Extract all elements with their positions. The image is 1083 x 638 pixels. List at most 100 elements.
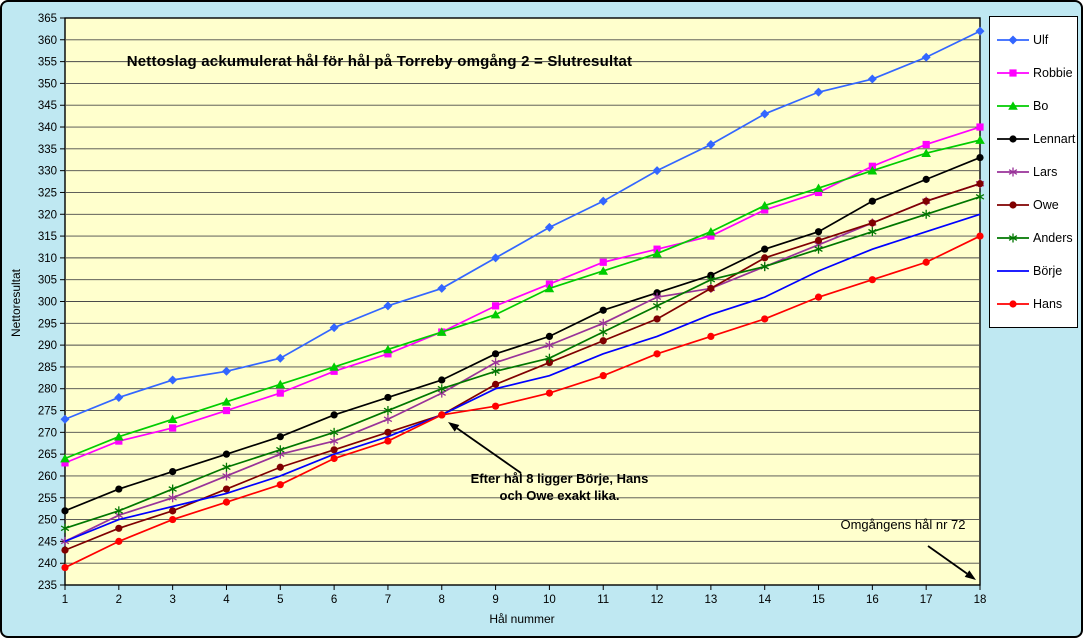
annotation-hole-72: Omgångens hål nr 72 [840, 517, 966, 532]
data-point-marker [921, 148, 931, 158]
data-point-marker [330, 454, 338, 463]
data-point-marker [221, 397, 232, 406]
x-tick-label: 4 [223, 594, 230, 606]
series-owe [61, 180, 984, 554]
data-point-marker [545, 332, 554, 340]
data-point-marker [814, 244, 823, 254]
data-point-marker [491, 302, 500, 310]
data-point-marker [275, 379, 286, 389]
legend: Ulf Robbie Bo Lennart Lars Owe Anders Börje Hans [989, 16, 1078, 328]
y-tick-label: 255 [38, 493, 57, 505]
data-point-marker [491, 380, 500, 388]
data-point-marker [276, 389, 284, 397]
data-point-marker [168, 484, 177, 494]
y-tick-label: 340 [38, 122, 57, 134]
data-point-marker [168, 493, 177, 503]
data-point-marker [491, 358, 500, 368]
legend-label: Ulf [1033, 32, 1049, 47]
x-tick-label: 14 [758, 594, 771, 606]
annotation-hole8-tie: Efter hål 8 ligger Börje, Hans och Owe e… [402, 470, 717, 504]
series-hans [61, 232, 984, 572]
data-point-marker [599, 258, 607, 266]
x-tick-label: 2 [116, 594, 122, 606]
x-tick-label: 12 [651, 594, 664, 606]
data-point-marker [975, 26, 985, 36]
data-point-marker [868, 227, 877, 237]
data-point-marker [115, 537, 123, 545]
legend-label: Börje [1033, 264, 1063, 279]
data-point-marker [491, 402, 500, 410]
legend-item-anders: Anders [996, 231, 1077, 245]
data-point-marker [598, 266, 609, 275]
data-point-marker [761, 254, 769, 262]
legend-key-square-icon [997, 69, 1029, 77]
y-tick-label: 270 [38, 427, 57, 439]
annotation-arrow-line [456, 427, 522, 474]
legend-label: Anders [1033, 231, 1073, 246]
data-point-marker [761, 206, 769, 214]
series-ulf [60, 26, 985, 424]
y-tick-label: 350 [38, 78, 57, 90]
data-point-marker [706, 275, 716, 285]
y-tick-label: 300 [38, 297, 57, 309]
data-point-marker [599, 337, 607, 345]
x-tick-label: 9 [492, 594, 498, 606]
legend-key-diamond-icon [997, 35, 1029, 45]
data-point-marker [169, 507, 177, 515]
data-point-marker [329, 323, 339, 333]
data-point-marker [707, 284, 715, 293]
series-line [64, 139, 981, 460]
legend-key-circle-icon [997, 201, 1029, 209]
data-point-marker [653, 315, 661, 323]
data-point-marker [652, 292, 662, 302]
legend-label: Lars [1033, 164, 1058, 179]
data-point-marker [1008, 233, 1018, 243]
data-point-marker [330, 446, 338, 454]
data-point-marker [599, 306, 607, 314]
data-point-marker [222, 462, 231, 472]
y-tick-label: 305 [38, 275, 57, 287]
data-point-marker [922, 175, 930, 183]
data-point-marker [976, 180, 984, 188]
y-tick-label: 295 [38, 318, 57, 330]
data-point-marker [759, 200, 770, 210]
y-tick-label: 365 [38, 13, 57, 25]
x-tick-label: 11 [597, 594, 609, 606]
data-point-marker [707, 332, 715, 340]
y-tick-label: 315 [38, 231, 57, 243]
data-point-marker [61, 459, 69, 467]
y-tick-label: 240 [38, 558, 57, 570]
data-point-marker [813, 183, 824, 192]
data-point-marker [276, 481, 284, 489]
data-point-marker [922, 140, 930, 149]
series-line [64, 213, 981, 543]
data-point-marker [329, 362, 339, 371]
annotation-hole8-tie-line2: och Owe exakt lika. [499, 488, 620, 503]
y-tick-label: 360 [38, 35, 57, 47]
data-point-marker [975, 135, 985, 144]
series-line [64, 30, 981, 421]
data-point-marker [1008, 35, 1018, 45]
data-point-marker [975, 192, 985, 202]
series-lennart [61, 153, 984, 515]
data-point-marker [1009, 135, 1017, 143]
data-point-marker [922, 197, 930, 205]
data-point-marker [330, 367, 338, 375]
data-point-marker [1009, 300, 1017, 309]
data-point-marker [438, 411, 446, 419]
data-point-marker [976, 232, 984, 240]
data-point-marker [330, 411, 338, 419]
x-tick-label: 8 [439, 594, 445, 606]
data-point-marker [436, 327, 447, 336]
data-point-marker [599, 372, 607, 380]
chart-title: Nettoslag ackumulerat hål för hål på Tor… [126, 53, 633, 70]
legend-item-bo: Bo [996, 99, 1077, 113]
legend-key-star-icon [997, 167, 1029, 177]
annotation-hole8-tie-line1: Efter hål 8 ligger Börje, Hans [470, 471, 649, 486]
data-point-marker [384, 350, 392, 358]
y-tick-label: 235 [38, 580, 57, 592]
data-point-marker [275, 353, 285, 363]
x-tick-label: 7 [385, 594, 391, 606]
data-point-marker [276, 445, 285, 455]
